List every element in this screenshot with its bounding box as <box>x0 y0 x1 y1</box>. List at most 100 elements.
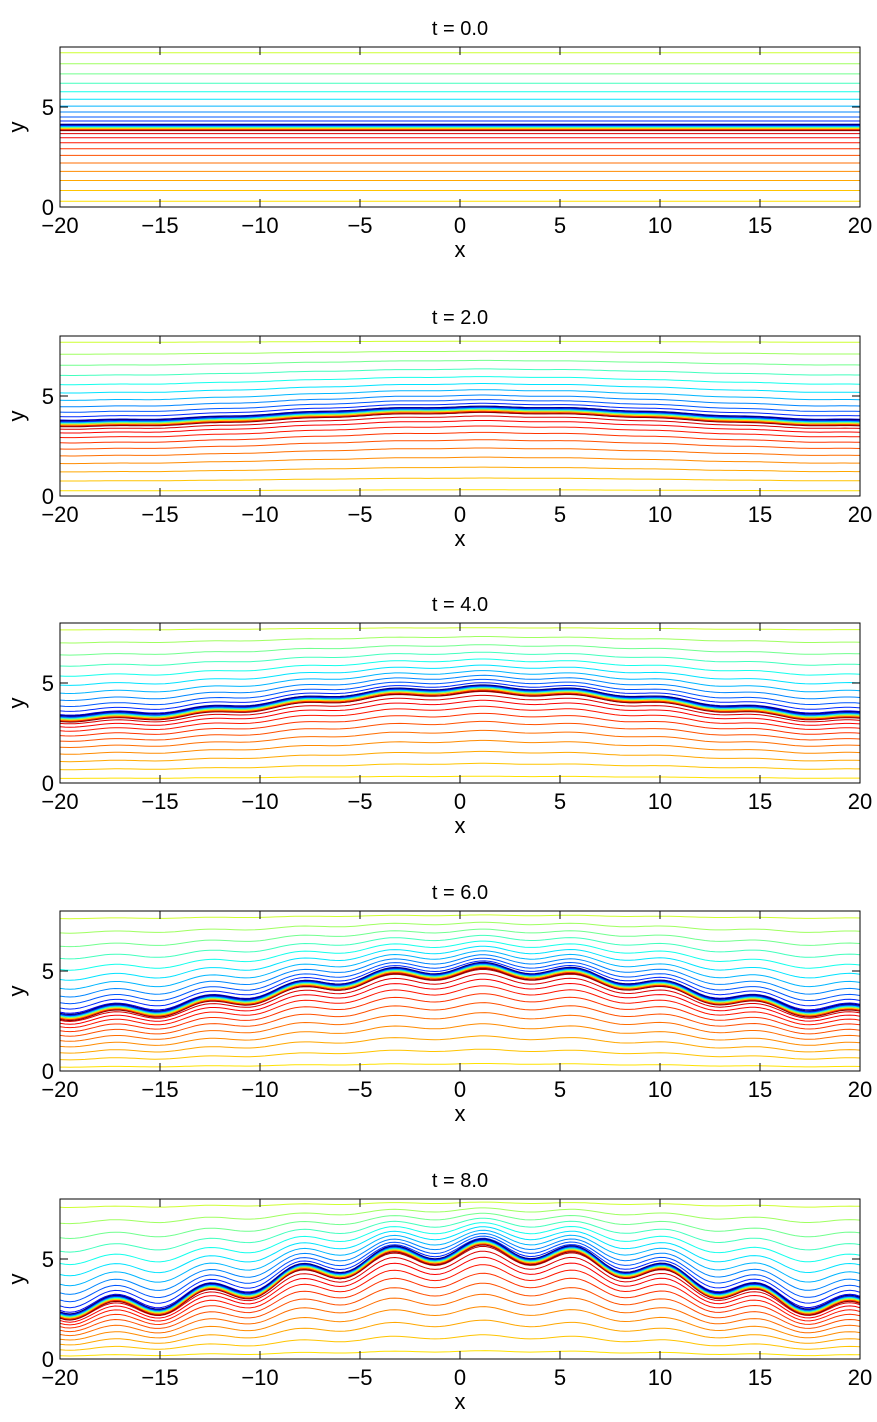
interface-line <box>60 1242 860 1319</box>
x-tick-label: −15 <box>141 789 178 814</box>
contour-line <box>60 466 860 473</box>
interface-line <box>60 1240 860 1317</box>
contour-line <box>60 1235 860 1303</box>
contour-line <box>60 1256 860 1323</box>
contour-line <box>60 993 860 1033</box>
contour-line <box>60 1023 860 1048</box>
y-axis-label: y <box>4 1274 29 1285</box>
contour-line <box>60 664 860 686</box>
x-axis-label: x <box>455 237 466 262</box>
interface-line <box>60 961 860 1016</box>
interface-line <box>60 690 860 723</box>
contour-line <box>60 1232 860 1295</box>
x-axis-label: x <box>455 1389 466 1414</box>
contour-line <box>60 694 860 725</box>
contour-line <box>60 1272 860 1329</box>
contour-line <box>60 712 860 737</box>
contour-line <box>60 415 860 430</box>
contour-line <box>60 973 860 1023</box>
x-tick-label: 0 <box>454 789 466 814</box>
contour-lines <box>60 627 860 779</box>
x-tick-label: 15 <box>748 1365 772 1390</box>
x-tick-label: 20 <box>848 789 872 814</box>
y-tick-label: 0 <box>42 195 54 220</box>
y-axis-label: y <box>4 698 29 709</box>
y-tick-label: 0 <box>42 1059 54 1084</box>
contour-line <box>60 399 860 413</box>
contour-line <box>60 394 860 408</box>
x-axis-label: x <box>455 1101 466 1126</box>
contour-line <box>60 1319 860 1346</box>
contour-line <box>60 1229 860 1287</box>
x-tick-label: −10 <box>241 213 278 238</box>
y-tick-label: 5 <box>42 671 54 696</box>
x-tick-label: 0 <box>454 213 466 238</box>
contour-line <box>60 1048 860 1061</box>
contour-line <box>60 402 860 418</box>
x-tick-label: 10 <box>648 213 672 238</box>
interface-line <box>60 962 860 1017</box>
contour-line <box>60 1217 860 1253</box>
contour-line <box>60 359 860 366</box>
contour-line <box>60 389 860 401</box>
interface-line <box>60 688 860 721</box>
contour-line <box>60 644 860 656</box>
contour-line <box>60 456 860 465</box>
interface-line <box>60 1239 860 1316</box>
contour-line <box>60 954 860 998</box>
contour-lines <box>60 914 860 1068</box>
interface-line <box>60 1238 860 1315</box>
contour-line <box>60 670 860 695</box>
x-tick-label: −5 <box>347 789 372 814</box>
x-tick-label: 15 <box>748 213 772 238</box>
x-tick-label: 15 <box>748 789 772 814</box>
contour-line <box>60 1222 860 1266</box>
x-tick-label: −20 <box>41 213 78 238</box>
contour-lines <box>60 1201 860 1357</box>
interface-line <box>60 964 860 1019</box>
contour-line <box>60 985 860 1029</box>
x-tick-label: 5 <box>554 1365 566 1390</box>
x-tick-label: −5 <box>347 1077 372 1102</box>
x-tick-label: 20 <box>848 502 872 527</box>
x-tick-label: 15 <box>748 1077 772 1102</box>
contour-line <box>60 1282 860 1333</box>
interface-line <box>60 966 860 1021</box>
x-tick-label: 20 <box>848 1077 872 1102</box>
x-tick-label: 5 <box>554 502 566 527</box>
contour-line <box>60 651 860 667</box>
contour-line <box>60 1293 860 1337</box>
contour-line <box>60 350 860 355</box>
x-tick-label: −20 <box>41 1365 78 1390</box>
subplot-2: −20 −15 −10 −5 0 5 10 15 20 0 5 t = 4.0 x y <box>4 594 872 838</box>
interface-line <box>60 965 860 1020</box>
subplot-3: −20 −15 −10 −5 0 5 10 15 20 0 5 t = 6.0 x y <box>4 882 872 1126</box>
x-tick-label: −15 <box>141 213 178 238</box>
interface-line <box>60 406 860 423</box>
contour-line <box>60 945 860 981</box>
x-tick-label: 5 <box>554 1077 566 1102</box>
contour-line <box>60 940 860 971</box>
interface-line <box>60 685 860 718</box>
contour-line <box>60 960 860 1010</box>
contour-line <box>60 636 860 644</box>
x-tick-label: 0 <box>454 1077 466 1102</box>
x-tick-label: −15 <box>141 1077 178 1102</box>
y-tick-label: 0 <box>42 484 54 509</box>
contour-lines <box>60 340 860 492</box>
contour-line <box>60 678 860 708</box>
x-tick-label: −15 <box>141 1365 178 1390</box>
interface-line <box>60 689 860 722</box>
x-tick-label: 20 <box>848 1365 872 1390</box>
x-tick-label: −10 <box>241 502 278 527</box>
x-tick-label: −10 <box>241 1077 278 1102</box>
contour-line <box>60 1035 860 1054</box>
y-axis-label: y <box>4 411 29 422</box>
contour-line <box>60 674 860 702</box>
x-axis-label: x <box>455 526 466 551</box>
y-tick-label: 0 <box>42 1347 54 1372</box>
contour-line <box>60 658 860 677</box>
contour-line <box>60 682 860 712</box>
contour-line <box>60 425 860 439</box>
y-tick-label: 5 <box>42 95 54 120</box>
